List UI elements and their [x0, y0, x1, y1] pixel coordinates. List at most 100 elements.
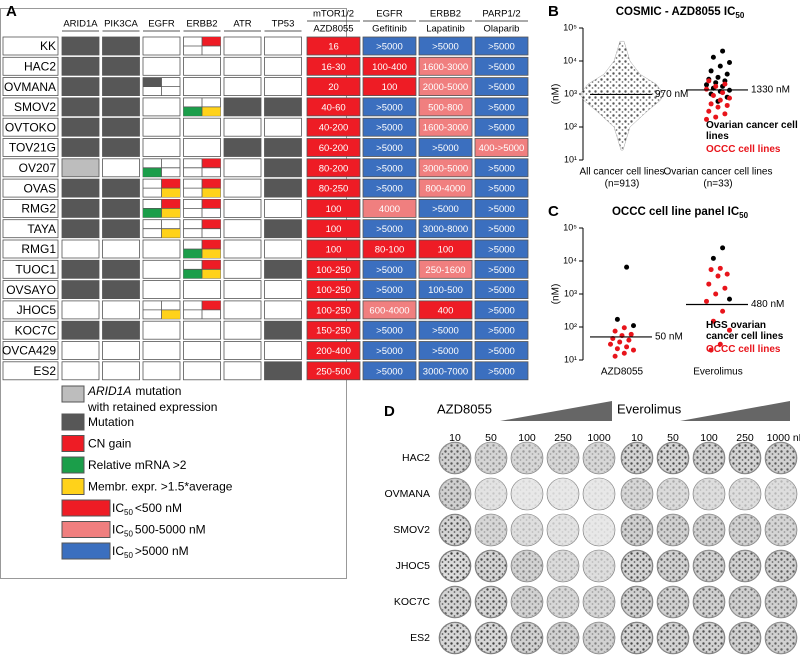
concentration-label: 100: [700, 432, 718, 444]
cell-line-box: [2, 178, 59, 198]
alteration-quadrant: [183, 249, 202, 258]
cell-line-box: [2, 158, 59, 178]
alteration-cell: [61, 198, 100, 218]
alteration-cell: [183, 320, 221, 340]
ic50-cell: [362, 320, 417, 340]
alteration-cell: [102, 138, 140, 157]
chart-title: OCCC cell line panel IC50: [612, 206, 749, 220]
ic50-value: 1600-3000: [423, 62, 468, 73]
alteration-cell: [61, 36, 100, 56]
median-label: 1330 nM: [751, 85, 790, 96]
legend-text: with retained expression: [87, 400, 217, 414]
ic50-cell: [418, 36, 473, 56]
ic50-cell: [362, 259, 417, 279]
target-header: ERBB2: [430, 9, 461, 20]
alteration-cell: [223, 259, 262, 279]
cell-line-box: [2, 259, 59, 279]
ic50-value: 100-250: [316, 285, 351, 296]
ic50-cell: [418, 178, 473, 198]
data-point: [710, 318, 716, 324]
row-label: ES2: [410, 632, 430, 644]
data-point: [717, 265, 723, 271]
cell-line-box: [2, 300, 59, 320]
well-texture: [584, 479, 614, 509]
legend-text: IC: [112, 501, 124, 515]
x-category-label: AZD8055: [601, 367, 644, 378]
ic50-value: >5000: [376, 42, 403, 53]
well-texture: [694, 443, 724, 473]
ic50-value: >5000: [488, 285, 515, 296]
alteration-quadrant: [202, 249, 221, 258]
alteration-cell: [142, 97, 181, 117]
ic50-cell: [362, 300, 417, 320]
ic50-value: >5000: [376, 265, 403, 276]
ic50-value: 3000-5000: [423, 163, 468, 174]
alteration-cell: [61, 280, 100, 300]
data-point: [715, 273, 721, 279]
ic50-cell: [474, 158, 529, 178]
data-point: [708, 267, 714, 273]
ic50-cell: [306, 36, 361, 56]
alteration-cell: [264, 178, 302, 198]
well-texture: [694, 479, 724, 509]
alteration-cell: [102, 198, 140, 218]
cell-line-name: SMOV2: [14, 100, 56, 114]
well-texture: [512, 515, 542, 545]
well-texture: [622, 587, 652, 617]
data-point: [724, 102, 730, 108]
legend-italic: ARID1A: [87, 384, 131, 398]
well-texture: [658, 551, 688, 581]
legend-text: IC50 <500 nM: [112, 501, 182, 517]
alteration-cell: [102, 219, 140, 239]
ic50-value: >5000: [488, 123, 515, 134]
legend-swatch: [61, 499, 111, 517]
ic50-cell: [362, 341, 417, 360]
alteration-quadrant: [202, 300, 221, 310]
legend-text: Mutation: [88, 415, 134, 429]
drug-header: Olaparib: [484, 24, 520, 35]
data-point: [720, 308, 726, 314]
ic50-value: 800-4000: [425, 184, 465, 195]
data-point: [713, 80, 719, 86]
well-texture: [658, 479, 688, 509]
ic50-cell: [474, 77, 529, 96]
gene-header: ARID1A: [63, 19, 98, 30]
ic50-cell: [362, 77, 417, 96]
x-category-label: Everolimus: [693, 367, 742, 378]
alteration-quadrant: [143, 208, 162, 218]
concentration-label: 250: [554, 432, 572, 444]
data-point: [624, 344, 630, 350]
ic50-value: 40-60: [321, 102, 345, 113]
alteration-cell: [223, 138, 262, 157]
alteration-cell: [264, 341, 302, 360]
ic50-value: 100-250: [316, 265, 351, 276]
alteration-quadrant: [202, 158, 221, 168]
ic50-value: 80-100: [375, 245, 405, 256]
ic50-cell: [418, 280, 473, 300]
concentration-label: 10: [631, 432, 643, 444]
cell-line-box: [2, 219, 59, 239]
y-tick-label: 10⁴: [563, 55, 577, 65]
data-point: [722, 81, 728, 87]
ic50-value: 80-200: [319, 163, 349, 174]
alteration-cell: [223, 56, 262, 76]
ic50-cell: [474, 300, 529, 320]
well-texture: [476, 443, 506, 473]
well-texture: [730, 479, 760, 509]
chart-title: OCCC cell line panel IC: [612, 206, 739, 218]
ic50-value: 250-500: [316, 366, 351, 377]
alteration-cell: [264, 198, 302, 218]
ic50-value: >5000: [376, 366, 403, 377]
concentration-wedge: [680, 401, 790, 421]
well-texture: [622, 479, 652, 509]
drug-name: AZD8055: [437, 401, 492, 416]
alteration-cell: [223, 300, 262, 320]
data-point: [706, 108, 712, 114]
ic50-value: 16: [328, 42, 339, 53]
well-texture: [694, 623, 724, 653]
alteration-quadrant: [183, 269, 202, 279]
alteration-cell: [264, 158, 302, 178]
ic50-value: 400->5000: [479, 143, 525, 154]
alteration-quadrant: [202, 37, 221, 46]
gene-header: ERBB2: [186, 19, 217, 30]
